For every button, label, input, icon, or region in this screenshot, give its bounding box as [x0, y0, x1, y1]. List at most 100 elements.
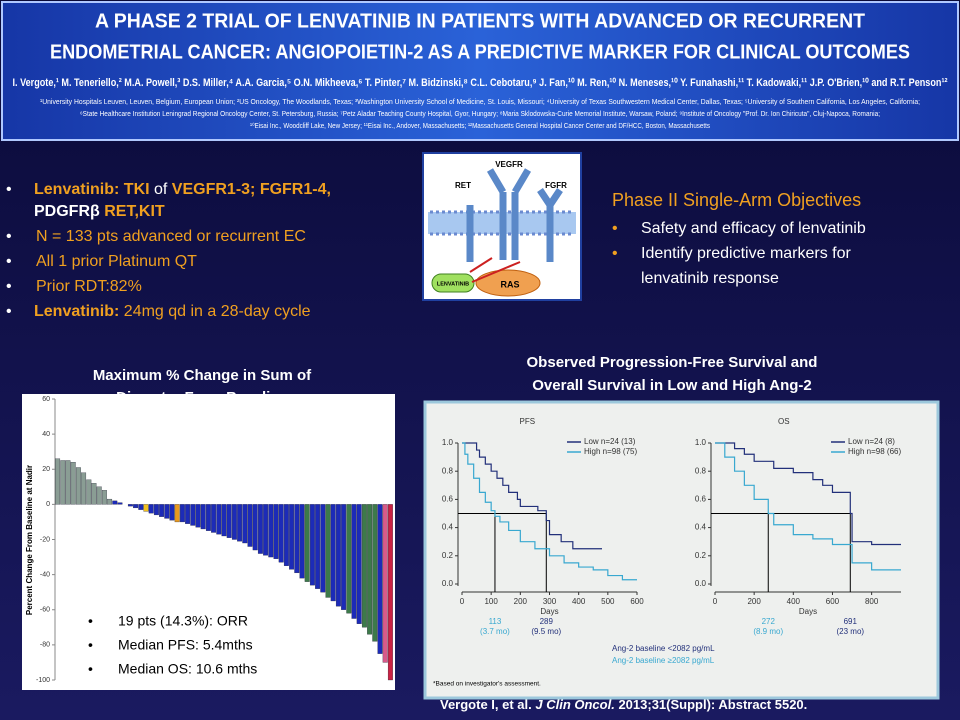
bullet-part: N = 133 pts advanced or recurrent EC: [36, 228, 306, 245]
diagram-label: FGFR: [545, 181, 567, 190]
diagram-label: RAS: [500, 279, 519, 289]
y-tick-label: -60: [40, 607, 50, 614]
bar: [367, 504, 373, 635]
bar: [226, 504, 232, 538]
bar: [133, 504, 139, 509]
bar: [200, 504, 206, 530]
bar: [148, 504, 154, 514]
x-tick-label: 200: [514, 597, 528, 606]
bullet-part: Lenvatinib:: [34, 181, 119, 198]
y-tick-label: 0.6: [442, 495, 454, 504]
bullet-dot: •: [612, 245, 618, 262]
bar: [351, 504, 357, 619]
bullet-text: N = 133 pts advanced or recurrent EC: [36, 228, 306, 245]
median-days: 289: [540, 617, 554, 626]
x-axis-label: Days: [799, 607, 817, 616]
median-days: 272: [762, 617, 776, 626]
bar: [190, 504, 196, 526]
bullet-dot: •: [6, 278, 12, 295]
annotation: Median OS: 10.6 mths: [118, 661, 257, 677]
legend-label: High n=98 (75): [584, 447, 637, 456]
annotation: 19 pts (14.3%): ORR: [118, 613, 248, 629]
bar: [101, 490, 107, 505]
y-tick-label: 0.2: [442, 551, 454, 560]
bar: [289, 504, 295, 570]
y-tick-label: -80: [40, 642, 50, 649]
objective: Safety and efficacy of lenvatinib: [641, 220, 866, 237]
bar: [341, 504, 347, 610]
y-tick-label: 0.0: [442, 579, 454, 588]
bar: [205, 504, 211, 531]
bullet-text: Lenvatinib: 24mg qd in a 28-day cycle: [34, 303, 311, 320]
bar: [273, 504, 279, 559]
bar: [268, 504, 274, 558]
y-tick-label: 0.4: [442, 523, 454, 532]
bar: [153, 504, 159, 516]
bar: [164, 504, 170, 519]
legend-label: High n=98 (66): [848, 447, 901, 456]
bar: [55, 458, 61, 505]
bullet-part: Lenvatinib:: [34, 303, 119, 320]
title-line: A PHASE 2 TRIAL OF LENVATINIB IN PATIENT…: [95, 10, 865, 32]
bar: [335, 504, 341, 607]
diagram-label: LENVATINIB: [437, 281, 469, 287]
bar: [237, 504, 243, 542]
y-tick-label: 1.0: [442, 438, 454, 447]
objective: Identify predictive markers for: [641, 245, 852, 262]
bullet-dot: •: [88, 613, 93, 629]
legend-label: Low n=24 (13): [584, 437, 636, 446]
y-axis-label: Percent Change From Baseline at Nadir: [25, 465, 34, 615]
survival-curve: [462, 442, 637, 581]
bar: [86, 479, 92, 505]
bar: [372, 504, 378, 642]
legend-label: Low n=24 (8): [848, 437, 895, 446]
y-tick-label: -100: [36, 677, 50, 684]
bar: [185, 504, 191, 524]
bar: [81, 472, 87, 505]
y-tick-label: 0: [46, 501, 50, 508]
bar: [75, 467, 81, 505]
affiliation: ⁶State Healthcare Institution Leningrad …: [80, 111, 880, 118]
bullet-part: of: [150, 181, 172, 198]
y-tick-label: 0.2: [695, 551, 707, 560]
lenvatinib-shape: [431, 273, 475, 293]
median-days: 113: [489, 617, 502, 626]
x-tick-label: 400: [787, 597, 801, 606]
bullet-part: Prior RDT:82%: [36, 278, 142, 295]
bullet-dot: •: [6, 253, 12, 270]
y-tick-label: -40: [40, 571, 50, 578]
bar: [117, 502, 123, 505]
objectives-title: Phase II Single-Arm Objectives: [612, 190, 861, 210]
bar: [382, 504, 388, 663]
bar: [96, 486, 102, 505]
survival-curve: [715, 442, 901, 571]
bar: [112, 500, 118, 505]
x-tick-label: 100: [484, 597, 498, 606]
receptor-arms: [486, 168, 563, 207]
bullet-text: Prior RDT:82%: [36, 278, 142, 295]
y-tick-label: 0.0: [695, 579, 707, 588]
bar: [309, 504, 315, 586]
bar: [242, 504, 248, 544]
x-tick-label: 0: [713, 597, 718, 606]
legend-label: Ang-2 baseline <2082 pg/mL: [612, 644, 715, 653]
citation: Vergote I, et al. J Clin Oncol. 2013;31(…: [440, 697, 807, 712]
x-tick-label: 0: [460, 597, 465, 606]
bar: [216, 504, 222, 535]
y-tick-label: 40: [42, 431, 50, 438]
bullet-dot: •: [6, 303, 12, 320]
x-tick-label: 400: [572, 597, 586, 606]
chart-title: Maximum % Change in Sum of: [93, 367, 312, 384]
bar: [330, 504, 336, 602]
y-tick-label: 20: [42, 466, 50, 473]
bar: [252, 504, 258, 551]
bar: [143, 504, 149, 512]
bar: [70, 462, 76, 505]
bar: [159, 504, 165, 517]
y-tick-label: 0.8: [695, 466, 707, 475]
bar: [91, 483, 97, 505]
x-tick-label: 600: [630, 597, 644, 606]
bar: [169, 504, 175, 521]
citation-part: Vergote I, et al.: [440, 697, 535, 712]
